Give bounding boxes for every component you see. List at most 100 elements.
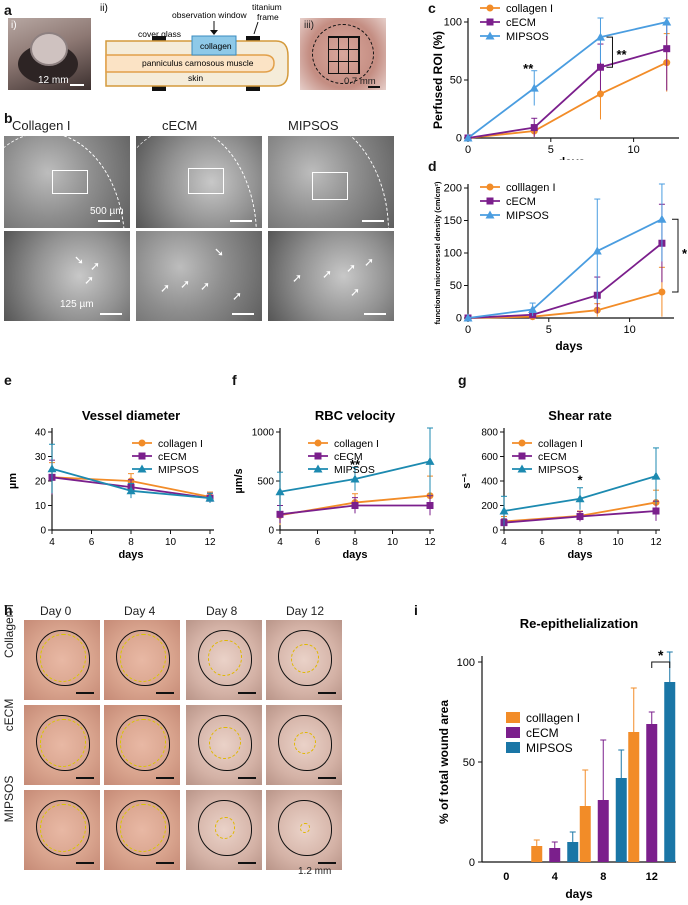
arrow-marker: ➚	[346, 261, 357, 275]
significance-marker: *	[577, 473, 583, 488]
arrow-marker: ➚	[364, 255, 375, 269]
data-point	[486, 197, 494, 205]
epithelial-margin	[209, 726, 241, 760]
x-tick-label: 4	[49, 537, 55, 548]
series-line	[467, 291, 663, 319]
y-axis-label: µm/s	[233, 468, 245, 493]
arrow-marker: ➚	[350, 285, 361, 299]
y-tick-label: 0	[40, 526, 46, 537]
legend-swatch	[506, 742, 520, 753]
epithelial-margin	[207, 640, 243, 676]
legend-label: cECM	[506, 196, 536, 208]
wound-outline	[198, 630, 252, 686]
scale-bar	[76, 862, 94, 864]
arrow-marker: ➚	[232, 289, 243, 303]
chart-title: Vessel diameter	[82, 408, 180, 423]
y-tick-label: 600	[481, 452, 498, 463]
bar	[549, 848, 561, 862]
y-tick-label: 100	[444, 248, 462, 260]
x-tick-label: 8	[600, 871, 606, 883]
data-point	[486, 18, 494, 26]
series-line	[467, 218, 663, 319]
col-title-mipsos: MIPSOS	[288, 118, 339, 133]
chart-title: Shear rate	[548, 408, 612, 423]
data-point	[518, 439, 526, 447]
scale-bar-iii	[368, 86, 380, 88]
wound-outline	[278, 715, 332, 771]
x-axis-label: days	[567, 549, 592, 561]
y-tick-label: 50	[450, 75, 462, 87]
y-tick-label: 30	[35, 452, 47, 463]
wound-outline	[198, 715, 252, 771]
x-tick-label: 4	[277, 537, 283, 548]
x-tick-label: 12	[204, 537, 216, 548]
wound-outline	[36, 630, 90, 686]
data-point	[463, 133, 473, 142]
legend-label: collagen I	[506, 3, 553, 15]
bar	[597, 800, 609, 862]
panel-label-c: c	[428, 0, 436, 16]
x-tick-label: 8	[577, 537, 583, 548]
wound-photo	[104, 620, 180, 700]
label-cover-glass: cover glass	[138, 29, 181, 39]
epithelial-margin	[40, 634, 86, 682]
data-point	[658, 288, 666, 296]
legend-label: cECM	[526, 726, 559, 740]
label-collagen: collagen	[200, 41, 232, 51]
data-point	[313, 464, 323, 473]
scale-bar	[156, 777, 174, 779]
x-tick-label: 10	[165, 537, 177, 548]
wound-photo	[24, 705, 100, 785]
data-point	[662, 17, 672, 26]
scale-bar-500	[98, 220, 120, 222]
scale-label-500: 500 µm	[90, 206, 124, 217]
legend-label: MIPSOS	[158, 464, 199, 476]
epithelial-margin	[291, 643, 319, 673]
scale-label-i: 12 mm	[38, 75, 69, 86]
label-frame: frame	[257, 12, 279, 22]
epithelial-margin	[300, 823, 310, 833]
bar	[628, 732, 640, 862]
chamber-frame-shape	[30, 32, 68, 66]
series-line	[467, 47, 667, 139]
x-tick-label: 12	[424, 537, 436, 548]
x-tick-label: 0	[465, 144, 471, 156]
x-tick-label: 12	[650, 537, 662, 548]
arrow-window-head	[210, 30, 218, 35]
data-point	[138, 439, 146, 447]
data-point	[596, 63, 604, 71]
scale-bar	[238, 862, 256, 864]
micrograph-cecm-low	[136, 136, 262, 228]
arrow-marker: ➚	[292, 271, 303, 285]
significance-marker: **	[350, 457, 361, 472]
col-title-collagen: Collagen I	[12, 118, 71, 133]
frame-block-left	[152, 36, 166, 41]
epithelial-margin	[120, 804, 166, 852]
row-label-mipsos: MIPSOS	[2, 775, 16, 823]
y-tick-label: 0	[492, 526, 498, 537]
data-point	[592, 246, 602, 255]
chart-shear-rate: 0 200 400 600 800 4 6 8 10 12 days s⁻¹ Shear rate col…	[461, 408, 662, 561]
legend-label: cECM	[158, 451, 187, 463]
data-point	[314, 452, 322, 460]
panel-label-b: b	[4, 110, 13, 126]
mouse-photo: i) 12 mm	[8, 18, 91, 90]
x-tick-label: 8	[352, 537, 358, 548]
data-point	[518, 452, 526, 460]
panel-label-i: i	[414, 602, 418, 618]
scale-bar-i	[70, 84, 84, 86]
legend-label: MIPSOS	[526, 741, 573, 755]
data-point	[138, 452, 146, 460]
data-point	[499, 506, 509, 515]
data-point	[528, 305, 538, 314]
y-tick-label: 1000	[252, 428, 275, 439]
chart-vessel-diameter: 0 10 20 30 40 4 6 8 10 12 days µm Vessel diameter col…	[7, 408, 216, 561]
arrow-marker: ➘	[74, 253, 85, 267]
x-tick-label: 4	[552, 871, 559, 883]
wound-outline	[116, 800, 170, 856]
y-tick-label: 800	[481, 428, 498, 439]
epithelial-margin	[120, 719, 166, 767]
wound-photo	[24, 790, 100, 870]
arrow-marker: ➚	[322, 267, 333, 281]
data-point	[485, 31, 495, 40]
